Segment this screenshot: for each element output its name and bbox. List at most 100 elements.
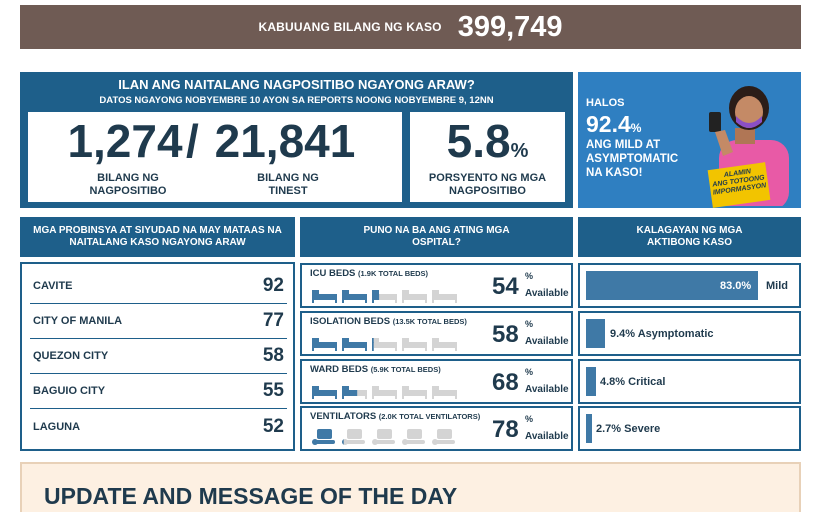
hosp-title-total: (13.5K TOTAL BEDS) <box>392 317 467 326</box>
positive-count: 1,274 <box>67 115 183 167</box>
bed-icon <box>312 386 337 399</box>
province-row: LAGUNA 52 <box>30 409 287 444</box>
slash-divider: / <box>186 115 199 167</box>
positive-title: ILAN ANG NAITALANG NAGPOSITIBO NGAYONG A… <box>118 77 475 92</box>
update-title: UPDATE AND MESSAGE OF THE DAY <box>44 483 458 509</box>
critical-bar <box>586 367 596 396</box>
hosp-available-label: Available <box>525 431 569 442</box>
hosp-percent: 68 <box>492 369 519 396</box>
bed-icon <box>432 338 457 351</box>
icu-beds-card: ICU BEDS (1.9K TOTAL BEDS) 54 % Availabl… <box>300 263 573 308</box>
promo-percent-value: 92.4 <box>586 111 631 137</box>
hosp-title-total: (1.9K TOTAL BEDS) <box>358 269 429 278</box>
bed-icons <box>311 333 458 351</box>
positivity-rate-label: PORSYENTO NG MGA NAGPOSITIBO <box>410 172 565 198</box>
severe-label: 2.7% Severe <box>596 422 661 435</box>
bed-icon <box>372 290 397 303</box>
promo-percent: 92.4% <box>586 111 678 138</box>
hosp-available-label: Available <box>525 288 569 299</box>
mild-cases-promo: HALOS 92.4% ANG MILD AT ASYMPTOMATIC NA … <box>578 72 801 208</box>
province-name: BAGUIO CITY <box>33 385 106 397</box>
province-count: 55 <box>262 380 284 401</box>
mild-bar <box>586 271 758 300</box>
hosp-title-main: ICU BEDS <box>310 268 356 279</box>
mild-percent-label: 83.0% <box>720 279 752 292</box>
ventilator-icons <box>311 428 458 446</box>
tested-label-line1: BILANG NG <box>257 172 319 184</box>
province-count: 58 <box>262 345 284 366</box>
mild-label: Mild <box>766 279 788 292</box>
province-name: CAVITE <box>33 280 73 292</box>
hosp-available-label: Available <box>525 336 569 347</box>
promo-percent-unit: % <box>630 121 642 135</box>
provinces-list: CAVITE 92 CITY OF MANILA 77 QUEZON CITY … <box>20 262 295 451</box>
total-cases-banner: KABUUANG BILANG NG KASO 399,749 <box>20 5 801 49</box>
positive-label-line1: BILANG NG <box>97 172 159 184</box>
hosp-percent: 58 <box>492 321 519 348</box>
hosp-title: ICU BEDS (1.9K TOTAL BEDS) <box>310 268 428 279</box>
alamin-sign: ALAMIN ANG TOTOONG IMPORMASYON <box>707 162 771 208</box>
bed-icon <box>432 290 457 303</box>
positive-count-label: BILANG NG NAGPOSITIBO <box>68 172 188 198</box>
ventilator-icon <box>432 429 455 445</box>
promo-line1: ANG MILD AT <box>586 139 661 151</box>
hosp-percent: 54 <box>492 273 519 300</box>
tested-count: 21,841 <box>214 115 356 167</box>
ventilator-icon <box>342 429 365 445</box>
province-name: QUEZON CITY <box>33 350 109 362</box>
tested-label-line2: TINEST <box>268 185 308 197</box>
bed-icon <box>372 386 397 399</box>
bed-icon <box>372 338 397 351</box>
hospitals-header: PUNO NA BA ANG ATING MGA OSPITAL? <box>300 217 573 257</box>
bed-icon <box>402 290 427 303</box>
hosp-percent-sign: % <box>525 414 534 424</box>
tested-count-label: BILANG NG TINEST <box>228 172 348 198</box>
promo-halos: HALOS <box>586 97 625 109</box>
bed-icons <box>311 381 458 399</box>
hosp-title-main: ISOLATION BEDS <box>310 316 391 327</box>
total-cases-value: 399,749 <box>457 10 563 43</box>
provinces-header: MGA PROBINSYA AT SIYUDAD NA MAY MATAAS N… <box>20 217 295 257</box>
ventilator-icon <box>372 429 395 445</box>
hosp-title: WARD BEDS (5.9K TOTAL BEDS) <box>310 364 441 375</box>
ward-beds-card: WARD BEDS (5.9K TOTAL BEDS) 68 % Availab… <box>300 359 573 404</box>
positivity-rate-value: 5.8 <box>446 115 511 167</box>
province-name: CITY OF MANILA <box>33 315 123 327</box>
ventilator-icon <box>402 429 425 445</box>
promo-line3: NA KASO! <box>586 167 643 179</box>
rate-label-line2: NAGPOSITIBO <box>448 185 526 197</box>
positivity-rate-card: 5.8% PORSYENTO NG MGA NAGPOSITIBO <box>410 112 565 202</box>
hosp-available-label: Available <box>525 384 569 395</box>
total-cases-label: KABUUANG BILANG NG KASO <box>258 20 442 34</box>
hosp-percent: 78 <box>492 416 519 443</box>
active-critical-card: 4.8% Critical <box>578 359 801 404</box>
active-mild-card: 83.0% Mild <box>578 263 801 308</box>
hosp-title-main: VENTILATORS <box>310 411 377 422</box>
update-message-panel: UPDATE AND MESSAGE OF THE DAY <box>20 462 801 512</box>
hosp-title-total: (2.0K TOTAL VENTILATORS) <box>378 412 481 421</box>
hosp-title-main: WARD BEDS <box>310 364 369 375</box>
bed-icon <box>312 338 337 351</box>
bed-icon <box>342 290 367 303</box>
bed-icon <box>402 386 427 399</box>
province-count: 77 <box>262 310 284 331</box>
active-asymptomatic-card: 9.4% Asymptomatic <box>578 311 801 356</box>
positivity-rate: 5.8% <box>410 114 565 168</box>
province-row: QUEZON CITY 58 <box>30 339 287 374</box>
hosp-percent-sign: % <box>525 319 534 329</box>
hosp-percent-sign: % <box>525 271 534 281</box>
isolation-beds-card: ISOLATION BEDS (13.5K TOTAL BEDS) 58 % A… <box>300 311 573 356</box>
promo-text: HALOS 92.4% ANG MILD AT ASYMPTOMATIC NA … <box>586 97 678 180</box>
province-row: BAGUIO CITY 55 <box>30 374 287 409</box>
positivity-rate-unit: % <box>510 140 529 162</box>
positive-today-panel: ILAN ANG NAITALANG NAGPOSITIBO NGAYONG A… <box>20 72 573 208</box>
bed-icon <box>342 338 367 351</box>
bed-icon <box>342 386 367 399</box>
bed-icon <box>402 338 427 351</box>
hosp-title-total: (5.9K TOTAL BEDS) <box>370 365 441 374</box>
positive-label-line2: NAGPOSITIBO <box>89 185 167 197</box>
bed-icon <box>312 290 337 303</box>
positive-tested-card: 1,274 / 21,841 BILANG NG NAGPOSITIBO BIL… <box>28 112 402 202</box>
ventilator-icon <box>312 429 335 445</box>
province-row: CAVITE 92 <box>30 269 287 304</box>
